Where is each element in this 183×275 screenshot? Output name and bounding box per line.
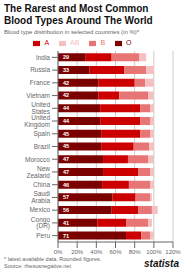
svg-text:44: 44 — [63, 118, 70, 124]
svg-text:57: 57 — [63, 194, 69, 200]
svg-text:80%: 80% — [129, 249, 142, 255]
svg-text:120%: 120% — [165, 249, 181, 255]
svg-text:Vietnam: Vietnam — [26, 92, 50, 99]
svg-text:56: 56 — [63, 207, 69, 213]
svg-text:20%: 20% — [71, 249, 84, 255]
html-text:* latest available data. Round: * latest available data. Rounded figures… — [4, 256, 102, 262]
html-text:Source: rhesusnegative.net: Source: rhesusnegative.net — [4, 263, 71, 269]
svg-text:33: 33 — [63, 67, 69, 73]
html-text:O: O — [126, 39, 132, 46]
svg-text:47: 47 — [63, 169, 69, 175]
svg-text:UnitedKingdom: UnitedKingdom — [24, 114, 50, 129]
svg-text:SaudiArabia: SaudiArabia — [31, 190, 50, 204]
svg-text:Congo(DR): Congo(DR) — [31, 216, 51, 231]
html-text:B: B — [100, 39, 106, 46]
html-text:The Rarest and Most Common: The Rarest and Most Common — [4, 3, 149, 14]
svg-text:60%: 60% — [109, 249, 122, 255]
svg-text:NewZealand: NewZealand — [27, 165, 51, 179]
svg-text:Russia: Russia — [30, 66, 50, 73]
html-text:statista: statista — [144, 258, 179, 269]
html-text:A: A — [44, 39, 50, 46]
html-text:Blood Types Around The World: Blood Types Around The World — [4, 15, 153, 26]
svg-text:42: 42 — [63, 92, 69, 98]
svg-text:45: 45 — [63, 131, 69, 137]
html-text:AB: AB — [70, 39, 80, 46]
svg-text:100%: 100% — [146, 249, 162, 255]
svg-text:Mexico: Mexico — [29, 206, 50, 213]
svg-text:46: 46 — [63, 182, 69, 188]
svg-text:France: France — [30, 79, 51, 86]
svg-text:42: 42 — [63, 80, 69, 86]
svg-text:41: 41 — [63, 220, 69, 226]
svg-text:Morocco: Morocco — [25, 156, 50, 163]
svg-text:0%: 0% — [54, 249, 63, 255]
svg-text:71: 71 — [63, 233, 69, 239]
svg-text:Spain: Spain — [33, 130, 50, 138]
svg-text:47: 47 — [63, 156, 69, 162]
html-text:Blood type distribution in sel: Blood type distribution in selected coun… — [4, 29, 140, 35]
svg-text:UnitedStates: UnitedStates — [31, 101, 51, 115]
svg-text:China: China — [33, 181, 50, 188]
svg-text:Brazil: Brazil — [34, 143, 51, 150]
svg-text:India: India — [36, 54, 50, 61]
svg-text:Peru: Peru — [36, 232, 50, 239]
svg-text:40%: 40% — [90, 249, 103, 255]
svg-text:45: 45 — [63, 143, 69, 149]
svg-text:44: 44 — [63, 105, 70, 111]
svg-text:29: 29 — [63, 54, 69, 60]
